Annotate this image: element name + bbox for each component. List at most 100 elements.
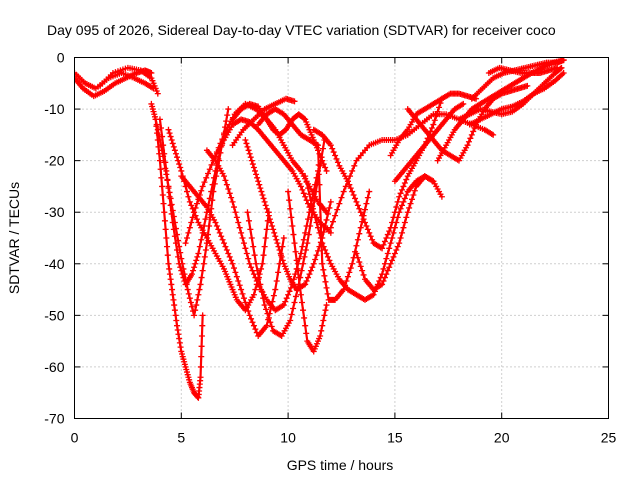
data-point-marker: [222, 177, 229, 184]
data-point-marker: [255, 274, 262, 281]
data-point-marker: [243, 303, 250, 310]
x-tick-label: 15: [387, 430, 403, 446]
y-tick-label: 0: [57, 50, 65, 66]
data-point-marker: [260, 195, 267, 202]
data-point-marker: [560, 69, 567, 76]
data-point-marker: [349, 167, 356, 174]
data-point-marker: [363, 222, 370, 229]
data-point-marker: [410, 192, 417, 199]
data-point-marker: [273, 236, 280, 243]
data-point-marker: [280, 235, 287, 241]
data-point-marker: [163, 235, 170, 241]
data-point-marker: [411, 187, 418, 194]
data-point-marker: [173, 317, 180, 324]
data-point-marker: [243, 140, 250, 147]
data-point-marker: [356, 230, 363, 237]
data-point-marker: [359, 212, 366, 219]
data-point-marker: [154, 90, 161, 97]
y-tick-label: -30: [44, 204, 64, 220]
data-point-marker: [430, 121, 437, 128]
data-point-marker: [221, 173, 228, 180]
data-point-marker: [261, 198, 268, 205]
data-point-marker: [195, 250, 202, 257]
series-arc-14: [242, 137, 334, 293]
data-point-marker: [295, 274, 302, 281]
data-point-marker: [436, 104, 443, 111]
data-point-marker: [370, 291, 377, 298]
data-point-marker: [187, 299, 194, 306]
data-point-marker: [209, 181, 216, 188]
data-point-marker: [212, 219, 219, 226]
data-point-marker: [285, 291, 292, 298]
data-point-marker: [286, 197, 293, 204]
data-point-marker: [264, 209, 271, 216]
data-point-marker: [250, 243, 257, 250]
data-point-marker: [232, 269, 239, 276]
data-point-marker: [381, 260, 388, 267]
data-point-marker: [309, 264, 316, 271]
data-point-marker: [243, 250, 250, 257]
data-point-marker: [171, 147, 178, 154]
data-point-marker: [379, 245, 386, 252]
chart-title: Day 095 of 2026, Sidereal Day-to-day VTE…: [47, 22, 556, 38]
data-point-marker: [327, 142, 334, 149]
data-point-marker: [400, 183, 407, 190]
data-point-marker: [226, 121, 233, 128]
data-point-marker: [332, 212, 339, 219]
data-point-marker: [259, 192, 266, 199]
data-point-marker: [406, 204, 413, 211]
data-point-marker: [403, 192, 410, 199]
data-point-marker: [287, 205, 294, 212]
data-point-marker: [252, 286, 259, 293]
data-point-marker: [306, 191, 313, 198]
series-arc-3: [97, 64, 161, 97]
data-point-marker: [198, 343, 205, 350]
data-point-marker: [172, 312, 179, 319]
data-point-marker: [312, 188, 319, 195]
data-point-marker: [334, 206, 341, 213]
data-point-marker: [169, 286, 176, 293]
data-point-marker: [249, 319, 256, 326]
data-point-marker: [302, 173, 309, 180]
data-point-marker: [384, 231, 391, 238]
data-point-marker: [233, 273, 240, 280]
data-point-marker: [168, 210, 175, 217]
data-point-marker: [174, 247, 181, 254]
data-point-marker: [391, 250, 398, 257]
data-point-marker: [302, 281, 309, 288]
series-arc-28: [485, 57, 567, 76]
data-point-marker: [245, 217, 252, 224]
data-point-marker: [206, 166, 213, 173]
data-point-marker: [154, 130, 161, 137]
data-point-marker: [296, 283, 303, 290]
data-point-marker: [300, 260, 307, 267]
data-point-marker: [213, 222, 220, 229]
data-point-marker: [157, 166, 164, 173]
data-point-marker: [391, 209, 398, 216]
data-point-marker: [271, 229, 278, 236]
data-point-marker: [224, 112, 231, 119]
data-point-marker: [269, 222, 276, 229]
data-point-marker: [169, 219, 176, 226]
data-point-marker: [242, 137, 249, 144]
data-point-marker: [162, 159, 169, 166]
data-point-marker: [246, 150, 253, 157]
data-point-marker: [408, 196, 415, 203]
data-layer: [74, 57, 567, 401]
data-point-marker: [250, 291, 257, 298]
data-point-marker: [302, 229, 309, 236]
data-point-marker: [323, 216, 330, 223]
data-point-marker: [290, 305, 297, 312]
data-point-marker: [192, 307, 199, 314]
data-point-marker: [260, 252, 267, 259]
data-point-marker: [291, 299, 298, 306]
data-point-marker: [264, 310, 271, 317]
data-point-marker: [268, 219, 275, 226]
data-point-marker: [309, 203, 316, 210]
data-point-marker: [340, 188, 347, 195]
data-point-marker: [225, 106, 232, 113]
series-arc-21: [353, 173, 445, 293]
y-tick-label: -10: [44, 101, 64, 117]
data-point-marker: [307, 197, 314, 204]
